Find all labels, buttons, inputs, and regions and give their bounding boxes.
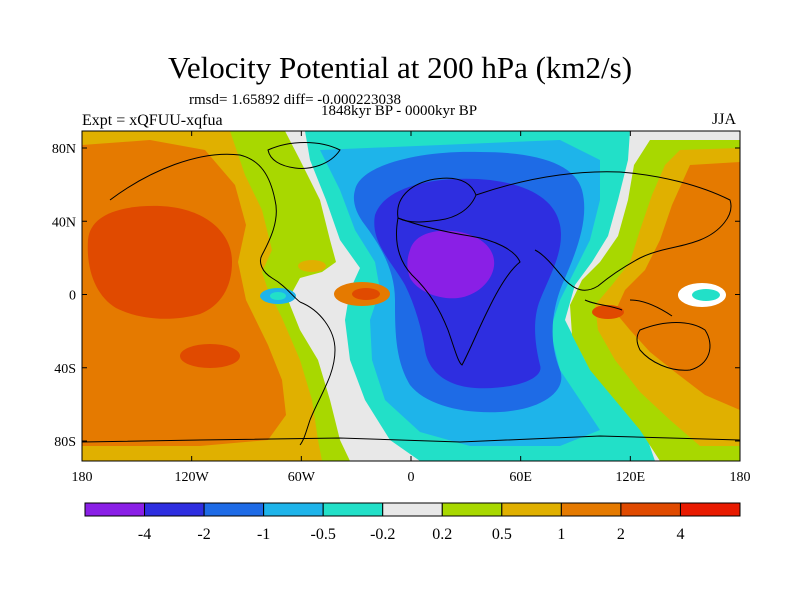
x-tick-label: 0 [408,470,415,485]
contour-west-2 [87,205,232,319]
contour-caribbean-neg-core [270,292,286,300]
colorbar-swatch [501,502,562,517]
x-tick-label: 60E [509,470,532,485]
y-tick-label: 0 [69,289,76,304]
y-tick-label: 40S [54,362,76,377]
colorbar: -4 -2 -1 -0.5 -0.2 0.2 0.5 1 2 4 [84,502,741,543]
x-tick-label: 120E [616,470,646,485]
colorbar-label: -0.2 [370,526,395,543]
colorbar-swatch [322,502,384,517]
colorbar-swatch [203,502,265,517]
colorbar-swatch [263,502,324,517]
colorbar-label: 1 [557,526,565,543]
x-tick-label: 180 [72,470,93,485]
rmsd-diff-stats: rmsd= 1.65892 diff= -0.000223038 [189,92,402,108]
colorbar-swatch [84,502,146,517]
time-period-label: 1848kyr BP - 0000kyr BP [321,103,478,119]
colorbar-label: -0.5 [311,526,336,543]
x-tick-label: 180 [730,470,751,485]
contour-west-2-south [180,344,240,368]
colorbar-swatch [441,502,503,517]
y-tick-label: 80S [54,435,76,450]
velocity-potential-field [82,131,740,461]
colorbar-label: 0.2 [432,526,452,543]
colorbar-swatch [144,502,205,517]
map-title: Velocity Potential at 200 hPa (km2/s) [167,50,633,85]
coastlines [82,142,740,446]
colorbar-label: 0.5 [492,526,512,543]
contour-caribbean-0.5 [298,260,326,272]
colorbar-swatch [620,502,681,517]
y-tick-label: 40N [52,215,76,230]
colorbar-label: 4 [676,526,684,543]
y-tick-label: 80N [52,142,76,157]
x-tick-label: 60W [288,470,316,485]
contour-pacific-low-core [692,289,720,301]
season-label: JJA [712,111,737,128]
axis-ticks: 80N 40N 0 40S 80S 180 120W 60W 0 60E 120E 180 [52,131,751,485]
contour-east-2 [592,305,624,319]
contour-east-1 [615,162,740,410]
x-tick-label: 120W [175,470,210,485]
contour-central-neg4 [407,230,495,299]
contour-atlantic-2 [352,288,380,300]
experiment-label: Expt = xQFUU-xqfua [82,112,223,129]
colorbar-label: -2 [197,526,210,543]
colorbar-label: 2 [617,526,625,543]
colorbar-label: -1 [257,526,270,543]
colorbar-swatch [560,502,622,517]
colorbar-swatch [382,502,443,517]
colorbar-swatch [679,502,741,517]
colorbar-label: -4 [138,526,151,543]
